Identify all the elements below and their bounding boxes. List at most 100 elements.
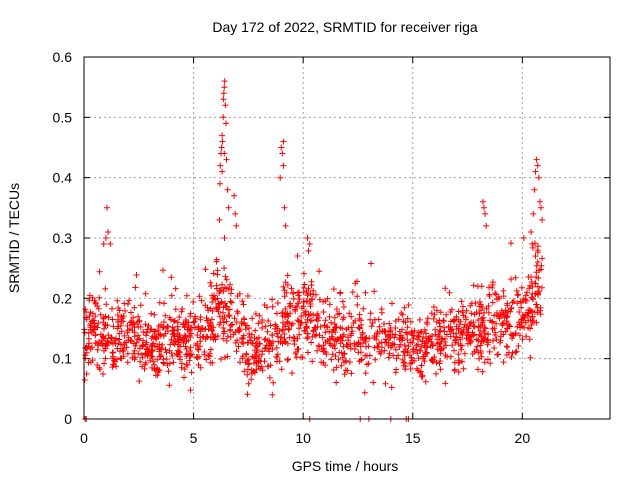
data-point <box>500 320 507 326</box>
data-point <box>253 343 260 350</box>
data-point <box>177 334 184 341</box>
data-point <box>231 315 238 322</box>
data-point <box>424 321 431 327</box>
data-point <box>311 324 318 331</box>
data-point <box>190 299 197 305</box>
data-point <box>235 343 242 350</box>
data-point <box>424 315 431 322</box>
data-point <box>476 303 483 310</box>
data-point <box>355 341 362 348</box>
data-point <box>336 349 343 356</box>
data-point <box>89 294 96 301</box>
data-point <box>192 313 198 320</box>
data-point <box>359 329 366 336</box>
data-point <box>386 334 393 341</box>
data-point <box>295 292 302 299</box>
data-point <box>116 336 123 343</box>
data-point <box>526 336 533 343</box>
data-point <box>442 336 448 342</box>
data-point <box>121 332 128 339</box>
data-point <box>497 337 504 344</box>
data-point <box>437 366 444 373</box>
data-point <box>227 281 233 288</box>
data-point <box>286 334 293 341</box>
data-point <box>335 356 342 363</box>
chart-title: Day 172 of 2022, SRMTID for receiver rig… <box>212 19 478 35</box>
data-point <box>185 319 192 326</box>
data-point <box>122 307 128 314</box>
data-point <box>232 339 239 346</box>
data-point <box>303 325 310 332</box>
data-point <box>129 321 136 328</box>
data-point <box>532 168 539 175</box>
data-point <box>308 339 315 346</box>
data-point <box>252 327 259 334</box>
data-point <box>208 316 215 323</box>
data-point <box>244 357 251 364</box>
data-point <box>213 256 220 263</box>
data-point <box>328 319 334 326</box>
data-point <box>396 344 403 350</box>
data-point <box>463 335 470 342</box>
data-point <box>226 313 233 320</box>
data-point <box>520 235 527 241</box>
data-point <box>121 340 128 346</box>
data-point <box>392 346 399 353</box>
data-point <box>330 286 337 293</box>
data-point <box>281 331 288 337</box>
data-point <box>219 168 226 175</box>
data-point <box>361 389 368 396</box>
data-point <box>462 316 469 323</box>
data-point <box>528 229 535 235</box>
data-point <box>259 325 266 331</box>
data-point <box>348 324 355 331</box>
data-point <box>248 331 255 338</box>
data-point <box>216 180 223 187</box>
data-point <box>536 198 543 205</box>
data-point <box>344 334 351 341</box>
data-point <box>433 307 440 314</box>
data-point <box>447 333 454 340</box>
data-point <box>266 374 273 381</box>
data-point <box>333 364 340 371</box>
data-point <box>219 132 226 139</box>
y-tick-label: 0.1 <box>53 351 73 367</box>
data-point <box>81 329 88 336</box>
data-point <box>522 296 529 303</box>
data-point <box>170 318 177 325</box>
data-point <box>487 317 494 324</box>
data-point <box>303 308 309 315</box>
data-point <box>207 279 214 286</box>
data-point <box>400 359 407 366</box>
data-point <box>356 315 363 322</box>
data-point <box>223 156 230 163</box>
data-point <box>159 324 166 331</box>
data-point <box>107 241 114 247</box>
data-point <box>529 314 536 321</box>
data-point <box>339 298 346 305</box>
data-point <box>314 310 321 317</box>
data-point <box>104 338 111 344</box>
data-point <box>500 293 507 300</box>
data-point <box>401 352 408 359</box>
data-point <box>458 346 465 353</box>
data-point <box>334 311 341 318</box>
data-point <box>269 391 276 398</box>
data-point <box>422 378 429 385</box>
data-point <box>114 297 121 304</box>
data-point <box>219 138 226 145</box>
x-tick-label: 15 <box>405 430 421 446</box>
data-point <box>476 310 483 317</box>
data-point <box>295 300 302 307</box>
data-point <box>393 366 400 373</box>
data-point <box>159 341 166 348</box>
data-point <box>321 322 328 329</box>
data-point <box>323 351 330 358</box>
data-point <box>152 372 159 379</box>
data-point <box>211 333 218 340</box>
data-point <box>418 343 425 350</box>
x-tick-labels: 0 5 10 15 20 <box>80 430 530 446</box>
data-point <box>243 351 250 358</box>
data-point <box>95 320 102 326</box>
data-point <box>473 346 480 353</box>
